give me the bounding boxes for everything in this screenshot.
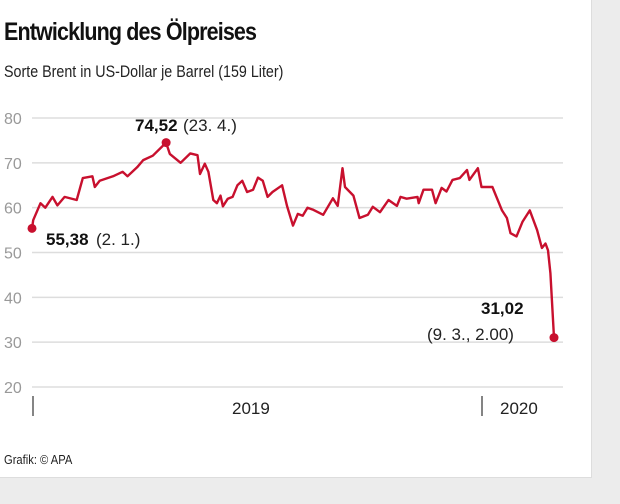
y-tick-label: 70 (4, 156, 22, 173)
annotation-peak-date: (23. 4.) (183, 116, 237, 135)
annotation-start-date: (2. 1.) (96, 230, 140, 249)
data-point-start (27, 223, 37, 233)
price-line (30, 141, 556, 338)
y-tick-label: 50 (4, 246, 22, 263)
y-tick-label: 60 (4, 201, 22, 218)
x-tick-label-2019: 2019 (232, 399, 270, 418)
source-credit: Grafik: © APA (4, 452, 73, 467)
annotation-start-value: 55,38 (46, 230, 89, 249)
chart-card: Entwicklung des Ölpreises Sorte Brent in… (0, 0, 592, 478)
line-chart: 80 70 60 50 40 30 20 2019 2020 55,38 (2. 1.) 7… (4, 111, 563, 418)
y-tick-label: 30 (4, 335, 22, 352)
data-point-end (549, 333, 559, 343)
x-tick-label-2020: 2020 (500, 399, 538, 418)
annotation-end-date: (9. 3., 2.00) (427, 325, 514, 344)
y-tick-label: 20 (4, 380, 22, 397)
annotation-end-value: 31,02 (481, 299, 524, 318)
chart-subtitle: Sorte Brent in US-Dollar je Barrel (159 … (4, 62, 284, 81)
chart-title: Entwicklung des Ölpreises (4, 18, 257, 46)
y-tick-label: 40 (4, 290, 22, 307)
data-point-peak (161, 138, 171, 148)
annotation-peak-value: 74,52 (135, 116, 178, 135)
y-tick-label: 80 (4, 111, 22, 128)
